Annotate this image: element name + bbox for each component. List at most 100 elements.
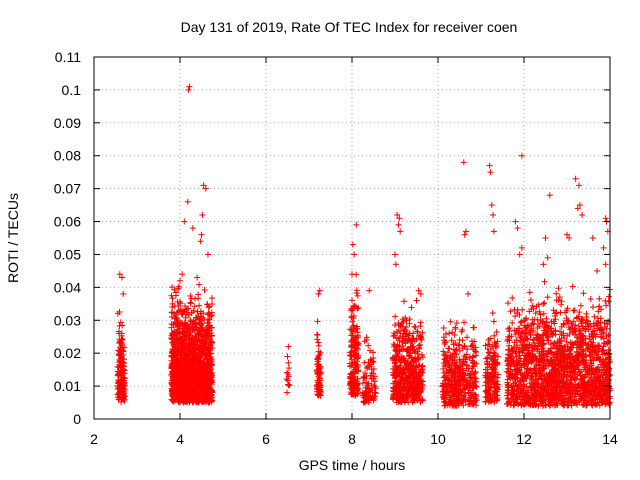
data-point bbox=[596, 295, 603, 302]
data-point bbox=[557, 309, 564, 316]
data-point bbox=[594, 267, 601, 274]
data-point bbox=[445, 345, 452, 352]
data-point bbox=[392, 313, 399, 320]
data-point bbox=[512, 218, 519, 225]
chart-title: Day 131 of 2019, Rate Of TEC Index for r… bbox=[181, 19, 518, 35]
data-point bbox=[417, 323, 424, 330]
data-point bbox=[120, 377, 127, 384]
data-point bbox=[546, 192, 553, 199]
x-tick-label: 6 bbox=[262, 431, 270, 447]
data-point bbox=[117, 387, 124, 394]
grid bbox=[94, 57, 610, 419]
y-tick-label: 0.04 bbox=[54, 279, 81, 295]
data-point bbox=[486, 162, 493, 169]
x-tick-label: 4 bbox=[176, 431, 184, 447]
data-point bbox=[284, 353, 291, 360]
data-point bbox=[514, 225, 521, 232]
data-point bbox=[121, 344, 128, 351]
data-point bbox=[349, 271, 355, 278]
data-point bbox=[526, 289, 533, 296]
data-point bbox=[116, 348, 123, 355]
data-point bbox=[395, 221, 402, 228]
data-point bbox=[534, 316, 541, 323]
data-point bbox=[196, 302, 203, 309]
y-axis-label: ROTI / TECUs bbox=[5, 193, 21, 283]
data-point bbox=[579, 211, 586, 218]
data-point bbox=[349, 241, 356, 248]
data-point bbox=[488, 202, 495, 209]
data-point bbox=[464, 334, 471, 341]
data-point bbox=[354, 292, 361, 299]
data-point bbox=[114, 372, 121, 379]
data-point bbox=[201, 286, 208, 293]
data-point bbox=[361, 359, 368, 366]
data-point bbox=[483, 355, 490, 362]
data-point bbox=[408, 304, 415, 311]
data-point bbox=[186, 83, 193, 90]
y-tick-label: 0.01 bbox=[54, 378, 81, 394]
data-point bbox=[519, 306, 526, 313]
data-point bbox=[487, 169, 494, 176]
data-point bbox=[462, 228, 469, 235]
data-point bbox=[353, 221, 360, 228]
data-point bbox=[120, 380, 127, 387]
data-point bbox=[119, 336, 126, 343]
data-point bbox=[600, 244, 607, 251]
data-point bbox=[447, 318, 454, 325]
data-point bbox=[119, 362, 126, 369]
data-point bbox=[527, 297, 534, 304]
data-point bbox=[209, 295, 216, 302]
data-point bbox=[182, 303, 189, 310]
data-point bbox=[118, 330, 125, 337]
data-point bbox=[577, 302, 584, 309]
data-point bbox=[553, 290, 560, 297]
data-point bbox=[589, 235, 596, 241]
data-point bbox=[116, 308, 123, 315]
data-point bbox=[490, 318, 497, 325]
data-point bbox=[509, 294, 516, 301]
data-point bbox=[120, 290, 127, 297]
data-point bbox=[453, 320, 460, 327]
y-tick-label: 0.11 bbox=[55, 49, 81, 65]
data-point bbox=[542, 235, 549, 241]
data-point bbox=[400, 298, 407, 305]
data-point bbox=[399, 343, 406, 350]
data-point bbox=[490, 228, 497, 235]
data-point bbox=[204, 251, 211, 258]
data-point bbox=[284, 389, 291, 396]
data-point bbox=[507, 308, 514, 315]
data-point bbox=[544, 254, 551, 261]
data-point bbox=[397, 228, 404, 235]
data-point bbox=[580, 290, 587, 297]
data-point bbox=[351, 251, 358, 258]
y-tick-label: 0.09 bbox=[54, 115, 81, 131]
data-point bbox=[537, 311, 544, 318]
data-point bbox=[459, 337, 466, 344]
x-tick-label: 14 bbox=[602, 431, 618, 447]
data-point bbox=[576, 182, 583, 189]
data-point bbox=[314, 318, 321, 325]
data-point bbox=[540, 261, 547, 268]
data-point bbox=[489, 310, 496, 317]
data-point bbox=[452, 325, 459, 332]
y-tick-label: 0.08 bbox=[54, 148, 81, 164]
data-point bbox=[177, 277, 183, 284]
y-tick-label: 0.1 bbox=[62, 82, 82, 98]
data-point bbox=[417, 341, 424, 348]
y-tick-label: 0.07 bbox=[54, 181, 81, 197]
data-point bbox=[285, 343, 292, 350]
data-point bbox=[199, 211, 206, 218]
x-axis-label: GPS time / hours bbox=[299, 457, 406, 473]
data-point bbox=[446, 330, 453, 337]
data-point bbox=[196, 281, 203, 288]
data-point bbox=[544, 294, 551, 301]
data-point bbox=[187, 300, 194, 307]
data-point bbox=[116, 388, 123, 395]
data-point bbox=[187, 292, 194, 299]
data-point bbox=[602, 215, 609, 222]
data-point bbox=[194, 274, 201, 281]
y-tick-labels: 00.010.020.030.040.050.060.070.080.090.1… bbox=[54, 49, 81, 427]
data-point bbox=[349, 318, 356, 325]
data-point bbox=[315, 339, 322, 346]
